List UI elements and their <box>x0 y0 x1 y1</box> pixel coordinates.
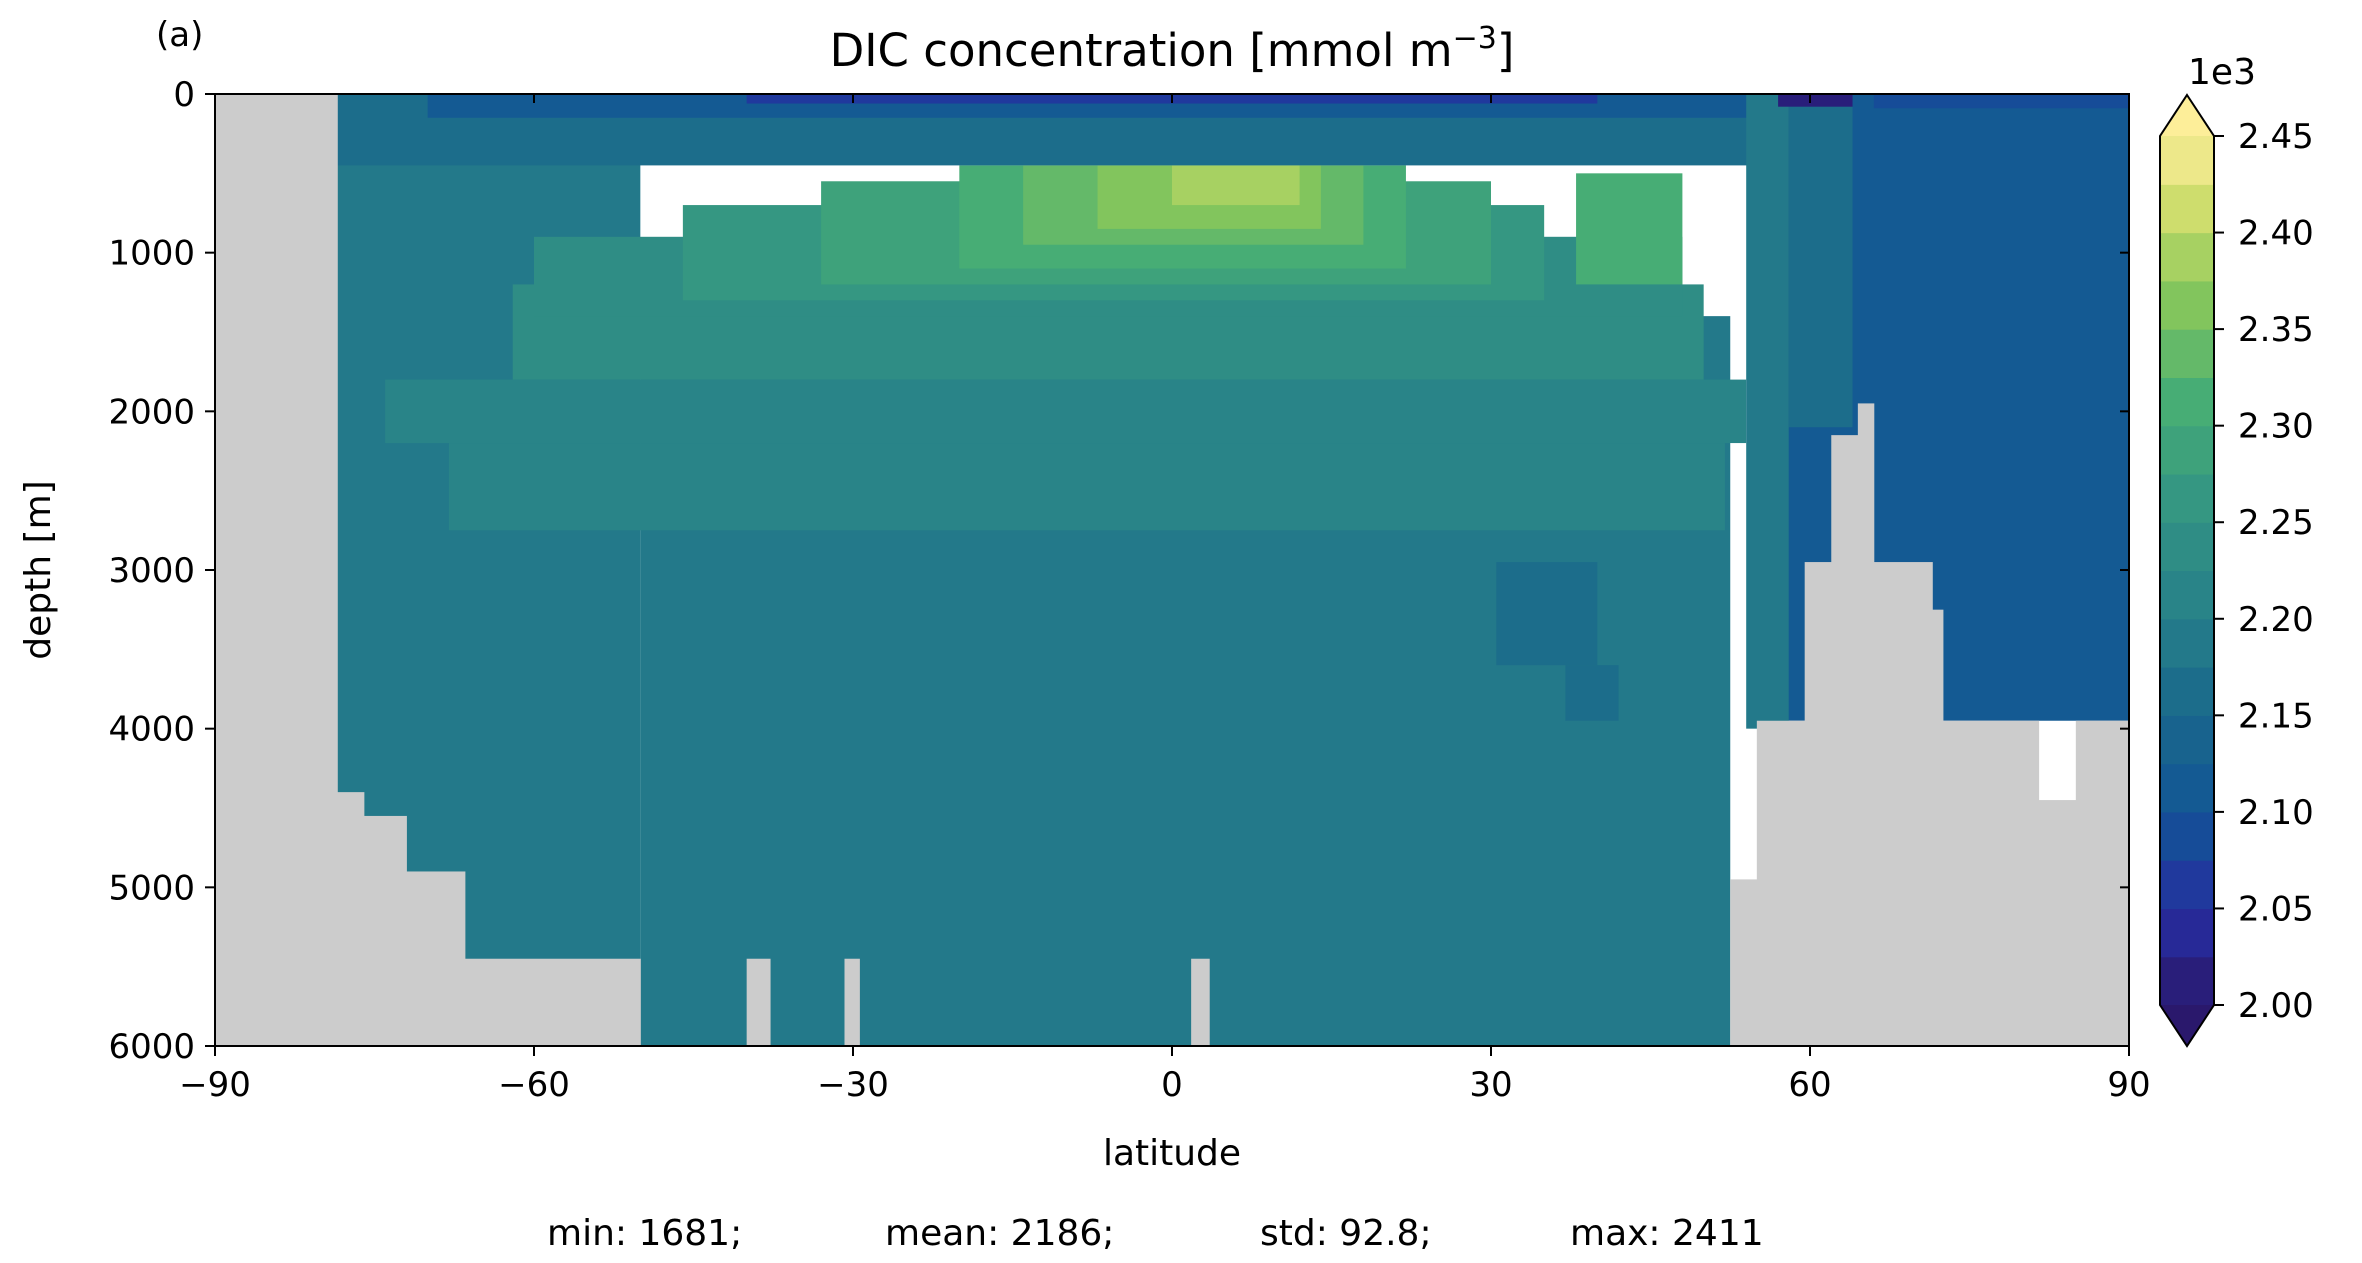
land-region <box>1831 435 1859 1047</box>
colorbar-band <box>2160 473 2214 523</box>
land-region <box>844 958 860 1046</box>
colorbar-band <box>2160 184 2214 234</box>
field-region <box>1778 94 1853 107</box>
x-axis-ticks: −90 −60 −30 0 30 60 90 <box>179 94 2151 1105</box>
colorbar-tick-label: 2.30 <box>2238 407 2314 447</box>
x-tick-label: 0 <box>1161 1065 1183 1105</box>
colorbar-extend-bottom <box>2160 1005 2214 1046</box>
colorbar-band <box>2160 136 2214 185</box>
land-region <box>1873 562 1933 1046</box>
colorbar-band <box>2160 280 2214 330</box>
chart-title-superscript: −3 <box>1453 21 1497 56</box>
x-tick-label: 90 <box>2107 1065 2150 1105</box>
y-axis-label: depth [m] <box>18 480 59 659</box>
plot-area <box>214 93 2130 1047</box>
x-tick-label: −30 <box>817 1065 889 1105</box>
colorbar-tick-label: 2.00 <box>2238 986 2314 1026</box>
colorbar-band <box>2160 570 2214 620</box>
colorbar-tick-label: 2.35 <box>2238 310 2314 350</box>
x-tick-label: −60 <box>498 1065 570 1105</box>
stat-mean: mean: 2186; <box>885 1213 1114 1254</box>
colorbar-tick-label: 2.10 <box>2238 793 2314 833</box>
panel-label: (a) <box>156 15 203 55</box>
land-region <box>1191 958 1210 1046</box>
colorbar-extend-top <box>2160 95 2214 136</box>
field-region <box>448 443 1725 531</box>
y-tick-label: 4000 <box>108 710 195 750</box>
colorbar-band <box>2160 377 2214 427</box>
y-tick-label: 5000 <box>108 868 195 908</box>
colorbar-tick-label: 2.40 <box>2238 214 2314 254</box>
x-tick-label: −90 <box>179 1065 251 1105</box>
colorbar-band <box>2160 425 2214 475</box>
stat-max: max: 2411 <box>1570 1213 1764 1254</box>
stats-line: min: 1681; mean: 2186; std: 92.8; max: 2… <box>547 1213 1764 1254</box>
y-tick-label: 3000 <box>108 551 195 591</box>
colorbar: 2.00 2.05 2.10 2.15 2.20 2.25 2.30 2.35 2.40 2.45… <box>2159 52 2314 1048</box>
land-mask <box>215 94 2130 1047</box>
land-region <box>2075 720 2130 1046</box>
land-region <box>1804 562 1832 1046</box>
land-region <box>2038 800 2077 1046</box>
land-region <box>1932 609 1944 1046</box>
land-region <box>406 871 466 1046</box>
colorbar-band <box>2160 811 2214 861</box>
land-region <box>1857 403 1875 1046</box>
field-region <box>1576 173 1683 285</box>
colorbar-band <box>2160 956 2214 1006</box>
y-tick-label: 0 <box>173 75 195 115</box>
colorbar-band <box>2160 763 2214 813</box>
y-tick-label: 6000 <box>108 1027 195 1067</box>
x-tick-label: 60 <box>1788 1065 1831 1105</box>
land-region <box>215 94 338 1046</box>
field-region <box>1172 165 1300 206</box>
stat-min: min: 1681; <box>547 1213 742 1254</box>
colorbar-tick-label: 2.45 <box>2238 117 2314 157</box>
field-region <box>1746 94 1789 729</box>
colorbar-ticks: 2.00 2.05 2.10 2.15 2.20 2.25 2.30 2.35 2.40 2.45 <box>2214 117 2314 1026</box>
colorbar-band <box>2160 618 2214 668</box>
field-region <box>1873 94 2129 109</box>
colorbar-multiplier: 1e3 <box>2188 52 2256 93</box>
chart-title: DIC concentration [mmol m−3] <box>830 21 1515 77</box>
land-region <box>1756 720 1806 1046</box>
colorbar-band <box>2160 329 2214 378</box>
x-axis-label: latitude <box>1103 1133 1241 1174</box>
colorbar-tick-label: 2.25 <box>2238 503 2314 543</box>
field-region <box>385 379 1747 444</box>
field-region <box>1565 665 1619 721</box>
colorbar-band <box>2160 232 2214 282</box>
land-region <box>1942 720 2040 1046</box>
colorbar-band <box>2160 522 2214 572</box>
colorbar-band <box>2160 908 2214 958</box>
y-tick-label: 2000 <box>108 392 195 432</box>
field-region <box>1496 562 1598 666</box>
land-region <box>746 958 771 1046</box>
colorbar-tick-label: 2.05 <box>2238 889 2314 929</box>
colorbar-tick-label: 2.15 <box>2238 696 2314 736</box>
land-region <box>363 815 407 1046</box>
x-tick-label: 30 <box>1469 1065 1512 1105</box>
chart-title-main: DIC concentration [mmol m <box>830 24 1453 77</box>
colorbar-band <box>2160 715 2214 765</box>
colorbar-band <box>2160 860 2214 910</box>
colorbar-band <box>2160 667 2214 716</box>
chart-title-suffix: ] <box>1497 24 1515 77</box>
y-tick-label: 1000 <box>108 234 195 274</box>
land-region <box>1730 879 1758 1046</box>
colorbar-bands <box>2160 95 2214 1046</box>
stat-std: std: 92.8; <box>1260 1213 1432 1254</box>
colorbar-tick-label: 2.20 <box>2238 600 2314 640</box>
field-region <box>1788 94 1853 428</box>
land-region <box>337 792 365 1046</box>
y-axis-ticks: 0 1000 2000 3000 4000 5000 6000 <box>108 75 2129 1067</box>
land-region <box>464 958 641 1046</box>
